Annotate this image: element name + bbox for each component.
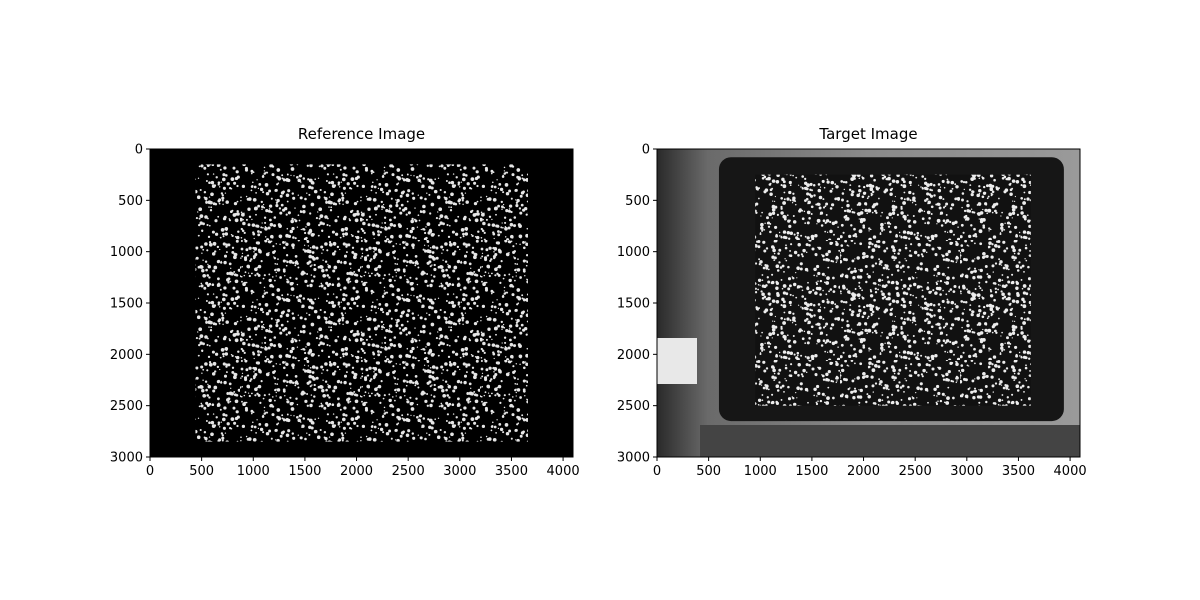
- x-tick-label: 0: [146, 464, 154, 479]
- x-tick-label: 2500: [392, 464, 425, 479]
- x-tick-label: 2000: [340, 464, 373, 479]
- y-tick-label: 1500: [617, 297, 650, 312]
- image-reference: [150, 149, 573, 457]
- x-tick-label: 4000: [1054, 464, 1087, 479]
- x-tick-label: 2500: [899, 464, 932, 479]
- chart-title-target: Target Image: [818, 125, 917, 143]
- x-tick-label: 1000: [237, 464, 270, 479]
- y-ticks-target: 0 500 1000 1500 2000 2500 3000: [617, 143, 657, 466]
- x-tick-label: 0: [653, 464, 661, 479]
- y-tick-label: 2500: [617, 399, 650, 414]
- x-tick-label: 3000: [443, 464, 476, 479]
- image-target: [657, 149, 1080, 457]
- table-surface-target: [700, 425, 1080, 457]
- y-ticks-reference: 0 500 1000 1500 2000 2500 3000: [110, 143, 150, 466]
- y-tick-label: 0: [642, 143, 650, 158]
- x-tick-label: 1500: [795, 464, 828, 479]
- y-tick-label: 500: [625, 194, 650, 209]
- x-tick-label: 500: [189, 464, 214, 479]
- paper-sheet-target: [657, 338, 697, 384]
- y-tick-label: 1000: [617, 245, 650, 260]
- x-tick-label: 1000: [744, 464, 777, 479]
- axes-target-image: Target Image 0 500 1000 1500 2000 2500 3000 350…: [617, 125, 1087, 479]
- x-tick-label: 3500: [1002, 464, 1035, 479]
- x-tick-label: 1500: [288, 464, 321, 479]
- y-tick-label: 3000: [617, 451, 650, 466]
- y-tick-label: 2000: [110, 348, 143, 363]
- y-tick-label: 2500: [110, 399, 143, 414]
- x-tick-label: 500: [696, 464, 721, 479]
- chart-title-reference: Reference Image: [298, 125, 425, 143]
- x-tick-label: 2000: [847, 464, 880, 479]
- speckle-region-target: [755, 174, 1031, 406]
- y-tick-label: 1000: [110, 245, 143, 260]
- x-tick-label: 3000: [950, 464, 983, 479]
- y-tick-label: 3000: [110, 451, 143, 466]
- y-tick-label: 1500: [110, 297, 143, 312]
- speckle-region-reference: [195, 164, 528, 442]
- axes-reference-image: Reference Image 0 500 1000 1500 2000 2500 3000…: [110, 125, 580, 479]
- y-tick-label: 2000: [617, 348, 650, 363]
- y-tick-label: 0: [135, 143, 143, 158]
- x-ticks-reference: 0 500 1000 1500 2000 2500 3000 3500 4000: [146, 457, 580, 479]
- x-ticks-target: 0 500 1000 1500 2000 2500 3000 3500 4000: [653, 457, 1087, 479]
- x-tick-label: 4000: [547, 464, 580, 479]
- x-tick-label: 3500: [495, 464, 528, 479]
- y-tick-label: 500: [118, 194, 143, 209]
